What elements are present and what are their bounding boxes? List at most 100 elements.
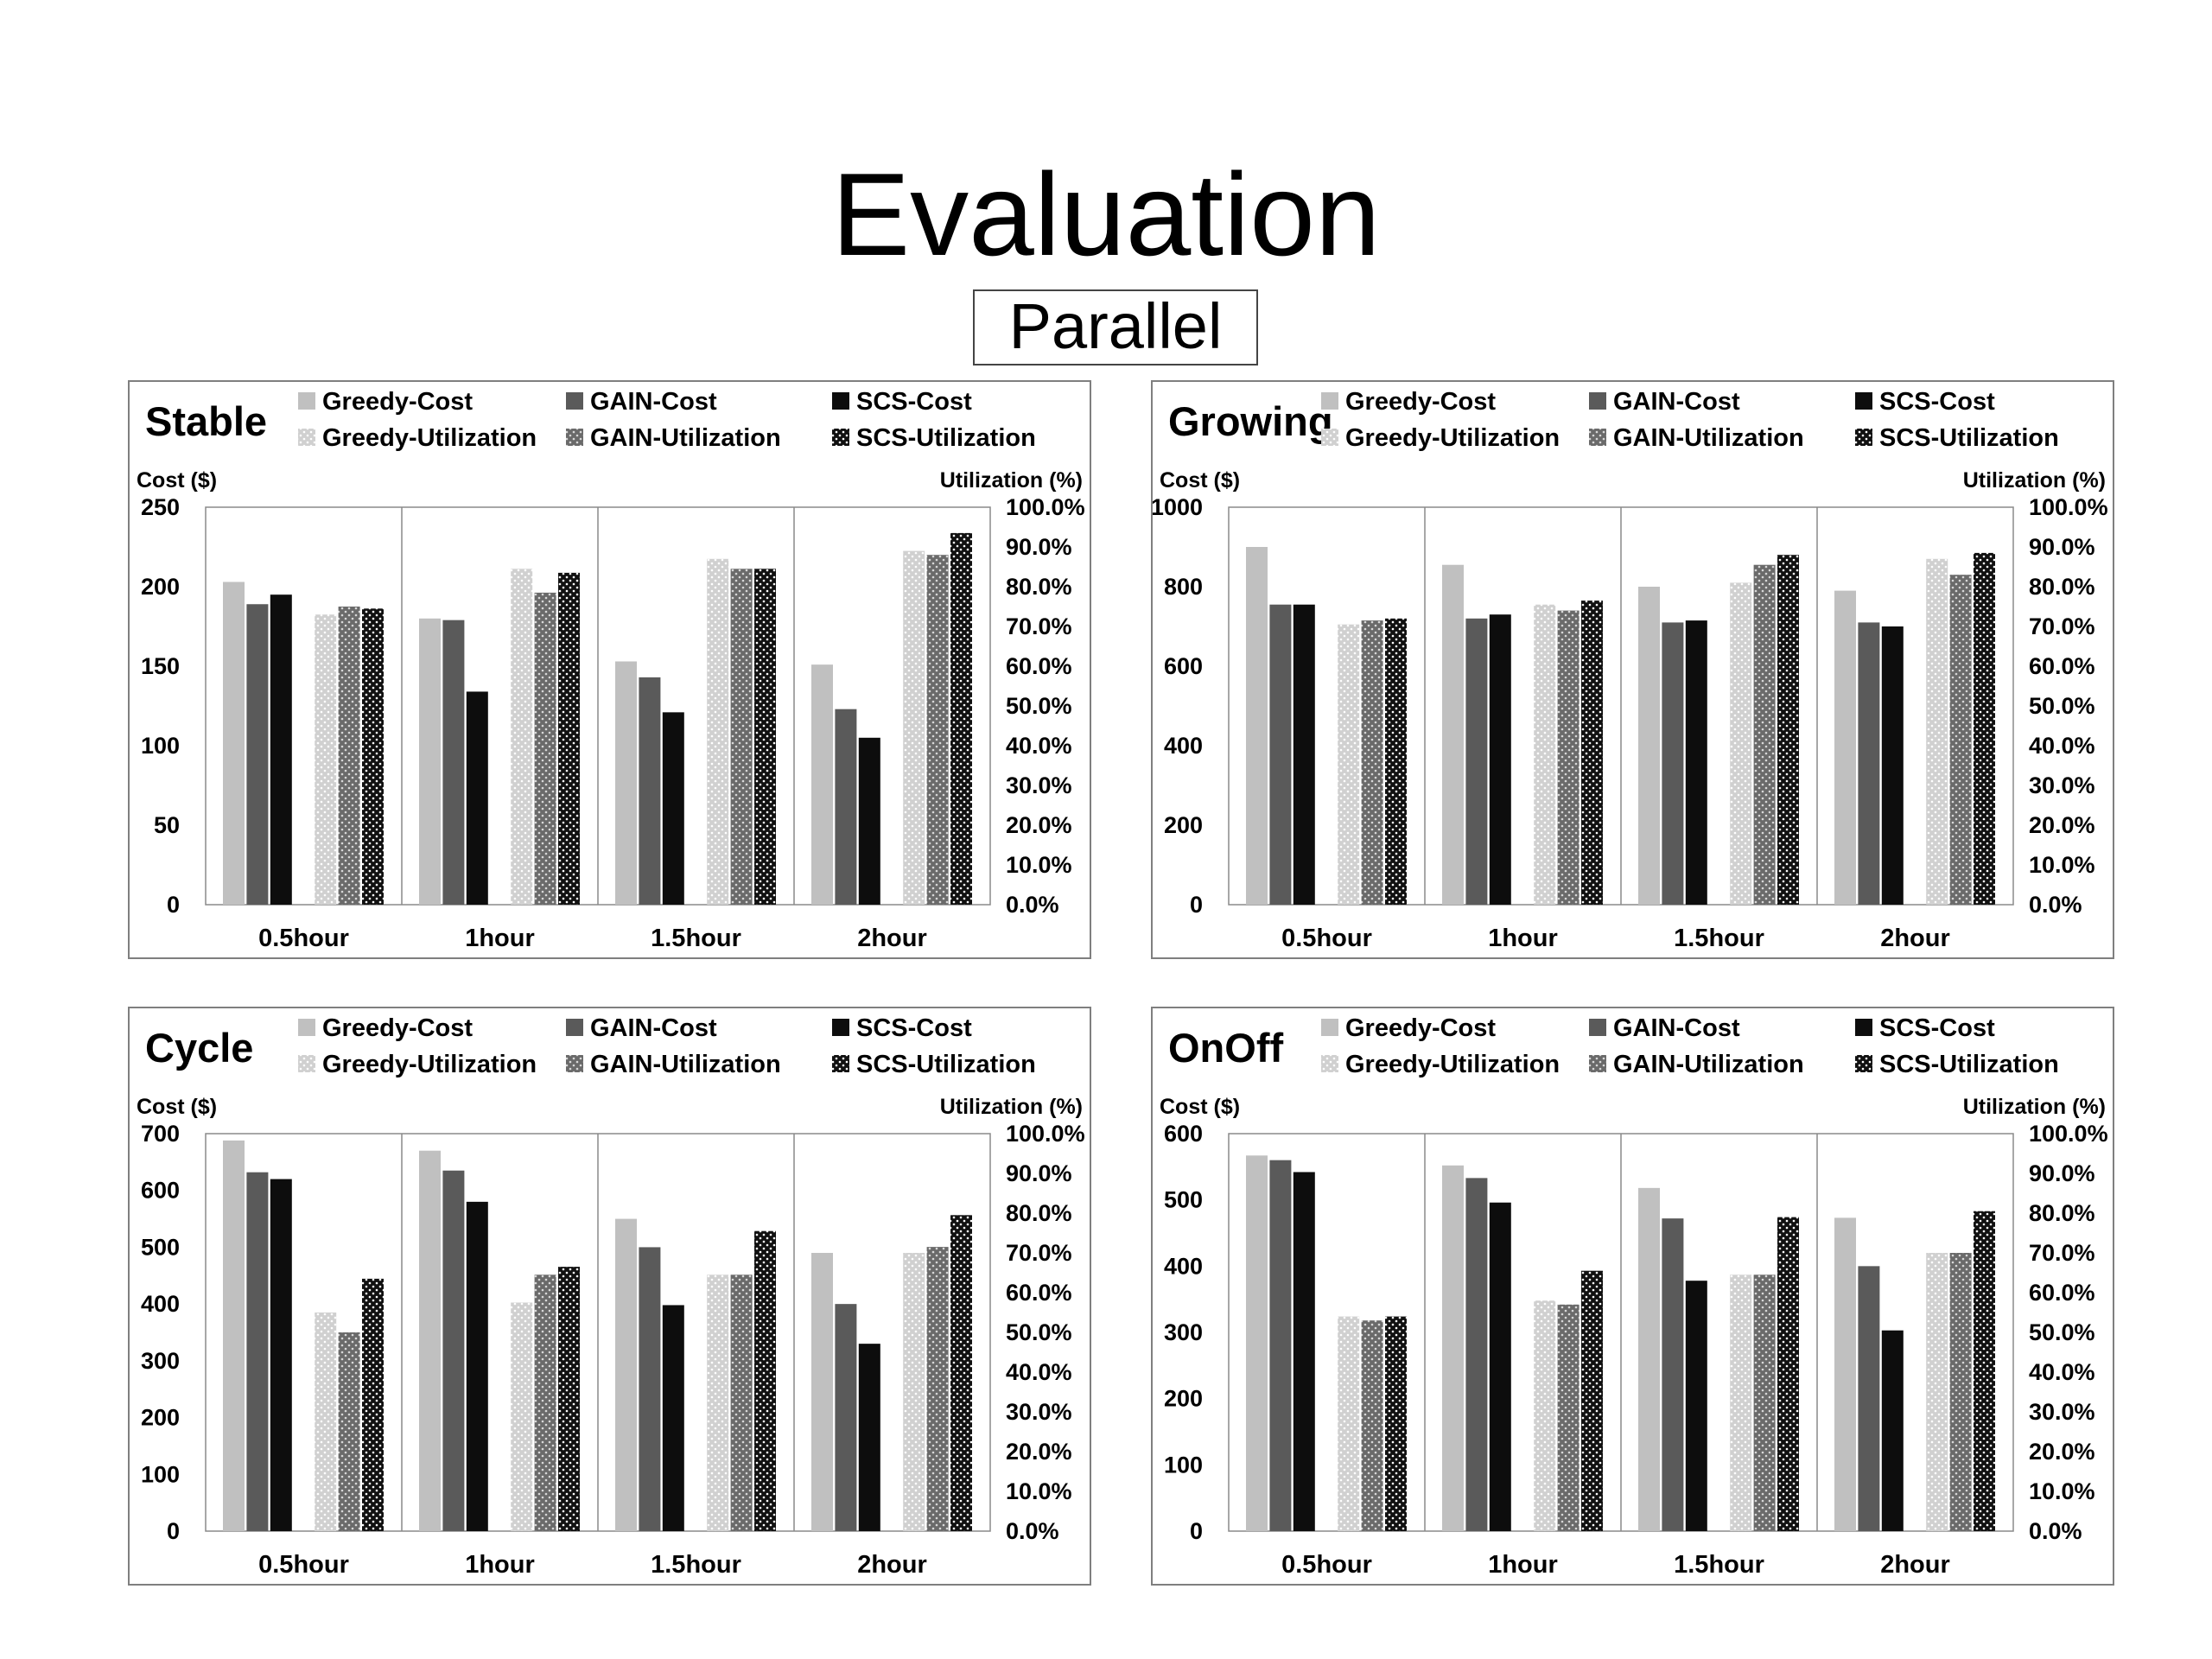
bar-scs-utilization [1974, 552, 1995, 905]
y-tick-label: 100 [141, 733, 180, 759]
chart-panel-growing: Growing Greedy-Cost GAIN-Cost SCS-Cost Greed… [1151, 380, 2114, 959]
y2-tick-label: 100.0% [1006, 494, 1085, 520]
y2-tick-label: 40.0% [2029, 1359, 2095, 1385]
chart-title: Growing [1168, 398, 1333, 444]
y-tick-label: 200 [141, 1405, 180, 1431]
y2-axis-title: Utilization (%) [1963, 1095, 2106, 1119]
legend-label: SCS-Utilization [856, 1051, 1036, 1078]
y-axis-title: Cost ($) [1160, 1095, 1240, 1119]
bar-gain-cost [1269, 1160, 1292, 1531]
y2-tick-label: 30.0% [1006, 1399, 1072, 1425]
legend-label: GAIN-Utilization [1613, 424, 1804, 452]
x-category-label: 1.5hour [651, 925, 741, 952]
bar-gain-cost [1465, 1178, 1488, 1531]
y-axis-title: Cost ($) [1160, 468, 1240, 493]
legend-label: GAIN-Cost [1613, 1014, 1740, 1042]
chart-panel-stable: Stable Greedy-Cost GAIN-Cost SCS-Cost Greedy… [128, 380, 1091, 959]
legend-label: Greedy-Utilization [1345, 1051, 1560, 1078]
legend-label: Greedy-Cost [1345, 388, 1496, 416]
bar-scs-utilization [362, 608, 384, 905]
bar-gain-cost [442, 1170, 465, 1531]
y2-tick-label: 0.0% [1006, 892, 1059, 918]
bar-greedy-cost [811, 664, 833, 905]
legend-label: GAIN-Cost [1613, 388, 1740, 416]
bar-gain-cost [1662, 622, 1684, 905]
bar-gain-utilization [730, 569, 753, 905]
chart-svg-stable: Stable Greedy-Cost GAIN-Cost SCS-Cost Greedy… [137, 388, 1085, 952]
bar-gain-utilization [1361, 1320, 1383, 1531]
y-tick-label: 150 [141, 653, 180, 679]
bar-scs-utilization [950, 532, 972, 905]
y-tick-label: 100 [141, 1461, 180, 1487]
legend-item-scs-utilization: SCS-Utilization [832, 1051, 1036, 1078]
x-category-label: 1hour [1488, 925, 1558, 952]
legend-item-gain-cost: GAIN-Cost [1589, 388, 1740, 416]
bar-greedy-utilization [707, 558, 729, 905]
bar-greedy-cost [419, 618, 441, 905]
legend-item-gain-cost: GAIN-Cost [1589, 1014, 1740, 1042]
y-tick-label: 400 [141, 1291, 180, 1317]
bar-greedy-cost [811, 1253, 833, 1531]
bar-greedy-cost [1638, 1187, 1660, 1531]
y2-tick-label: 20.0% [2029, 812, 2095, 838]
y-tick-label: 200 [1164, 812, 1203, 838]
y2-axis-title: Utilization (%) [940, 1095, 1083, 1119]
legend-item-greedy-utilization: Greedy-Utilization [298, 1051, 537, 1078]
x-category-label: 1.5hour [1674, 925, 1764, 952]
bar-gain-cost [835, 709, 857, 905]
chart-title: OnOff [1168, 1025, 1283, 1071]
y2-axis-title: Utilization (%) [1963, 468, 2106, 493]
y2-tick-label: 70.0% [1006, 613, 1072, 639]
x-category-label: 0.5hour [1281, 925, 1372, 952]
y2-tick-label: 90.0% [1006, 534, 1072, 560]
legend-item-greedy-utilization: Greedy-Utilization [1321, 424, 1560, 452]
bar-greedy-cost [223, 1140, 245, 1531]
y2-tick-label: 60.0% [2029, 1280, 2095, 1306]
bar-scs-cost [662, 712, 684, 905]
bar-gain-cost [835, 1304, 857, 1531]
y2-tick-label: 30.0% [1006, 772, 1072, 798]
y2-tick-label: 40.0% [1006, 733, 1072, 759]
y2-tick-label: 0.0% [2029, 892, 2082, 918]
bar-greedy-utilization [1730, 582, 1752, 905]
legend-label: GAIN-Cost [590, 1014, 717, 1042]
bar-greedy-utilization [1534, 604, 1556, 905]
y2-tick-label: 80.0% [1006, 1200, 1072, 1226]
bar-scs-cost [858, 737, 880, 905]
x-category-label: 1hour [1488, 1551, 1558, 1579]
y-tick-label: 200 [1164, 1386, 1203, 1412]
x-category-label: 0.5hour [1281, 1551, 1372, 1579]
chart-svg-cycle: Cycle Greedy-Cost GAIN-Cost SCS-Cost Greedy-… [137, 1014, 1085, 1579]
y-tick-label: 400 [1164, 1253, 1203, 1279]
bar-scs-cost [1293, 1172, 1315, 1531]
y2-tick-label: 100.0% [2029, 1121, 2108, 1147]
y-tick-label: 400 [1164, 733, 1203, 759]
x-category-label: 1hour [465, 925, 535, 952]
bar-gain-utilization [926, 1247, 949, 1531]
y2-tick-label: 10.0% [1006, 852, 1072, 878]
legend-label: GAIN-Utilization [590, 424, 781, 452]
bar-scs-utilization [754, 569, 776, 905]
bar-scs-utilization [558, 1267, 580, 1531]
legend-label: Greedy-Utilization [322, 1051, 537, 1078]
legend-label: SCS-Cost [1879, 1014, 1995, 1042]
bar-scs-cost [1685, 1281, 1707, 1531]
y2-tick-label: 0.0% [1006, 1518, 1059, 1544]
bar-gain-utilization [1361, 620, 1383, 905]
y2-axis-title: Utilization (%) [940, 468, 1083, 493]
y-axis-title: Cost ($) [137, 1095, 217, 1119]
y2-tick-label: 10.0% [2029, 852, 2095, 878]
y2-tick-label: 10.0% [2029, 1478, 2095, 1504]
y2-tick-label: 70.0% [2029, 613, 2095, 639]
y2-tick-label: 100.0% [2029, 494, 2108, 520]
x-category-label: 2hour [857, 925, 927, 952]
x-category-label: 1.5hour [1674, 1551, 1764, 1579]
legend-item-scs-utilization: SCS-Utilization [1855, 424, 2059, 452]
bar-scs-utilization [1385, 618, 1407, 905]
y-axis-title: Cost ($) [137, 468, 217, 493]
legend-item-gain-utilization: GAIN-Utilization [566, 1051, 781, 1078]
y2-tick-label: 30.0% [2029, 772, 2095, 798]
y2-tick-label: 50.0% [1006, 1319, 1072, 1345]
legend-label: SCS-Utilization [1879, 1051, 2059, 1078]
legend-label: GAIN-Cost [590, 388, 717, 416]
